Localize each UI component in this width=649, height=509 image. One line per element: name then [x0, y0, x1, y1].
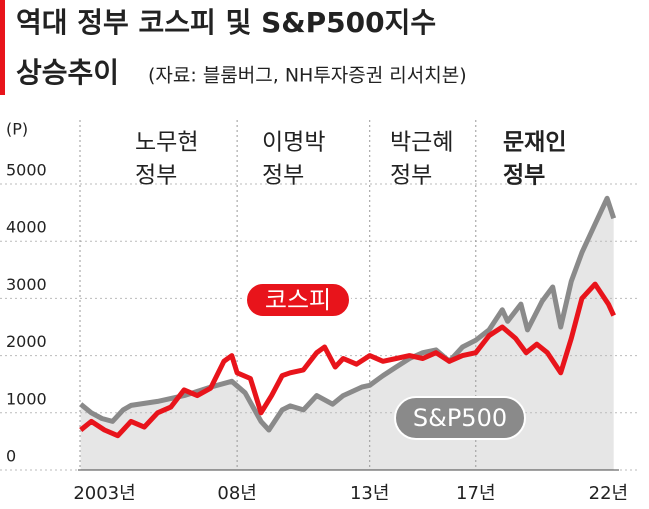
- legend-pill: [394, 396, 526, 440]
- y-tick-label: 2000: [6, 332, 47, 351]
- government-label: 정부: [135, 163, 177, 189]
- y-tick-label: 3000: [6, 275, 47, 294]
- line: [79, 281, 616, 439]
- x-tick-label: 17년: [456, 483, 495, 504]
- chart-title: 역대 정부 코스피 및 S&P500지수: [16, 6, 436, 39]
- legend-pill: [245, 282, 351, 318]
- government-label: 박근혜: [390, 130, 453, 156]
- government-label: 정부: [390, 163, 432, 189]
- legend-label: 코스피: [265, 286, 331, 314]
- government-label: 정부: [503, 163, 545, 189]
- government-label: 정부: [262, 163, 304, 189]
- y-tick-label: 0: [6, 447, 16, 466]
- y-tick-label: 1000: [6, 389, 47, 408]
- government-label: 이명박: [262, 130, 325, 156]
- government-label: 문재인: [503, 130, 566, 156]
- y-tick-label: 5000: [6, 161, 47, 180]
- source: (자료: 블룸버그, NH투자증권 리서치본): [148, 65, 467, 87]
- area: [80, 198, 614, 471]
- plot: [80, 198, 614, 471]
- y-tick-label: 4000: [6, 218, 47, 237]
- legend-label: S&P500: [413, 404, 507, 432]
- y-axis-label: (P): [6, 120, 28, 139]
- x-tick-label: 2003년: [73, 483, 135, 504]
- chart-subtitle: 상승추이: [16, 56, 119, 89]
- title-bar: [0, 0, 5, 95]
- government-label: 노무현: [135, 130, 198, 156]
- x-tick-label: 08년: [217, 483, 256, 504]
- x-tick-label: 13년: [350, 483, 389, 504]
- x-tick-label: 22년: [589, 483, 628, 504]
